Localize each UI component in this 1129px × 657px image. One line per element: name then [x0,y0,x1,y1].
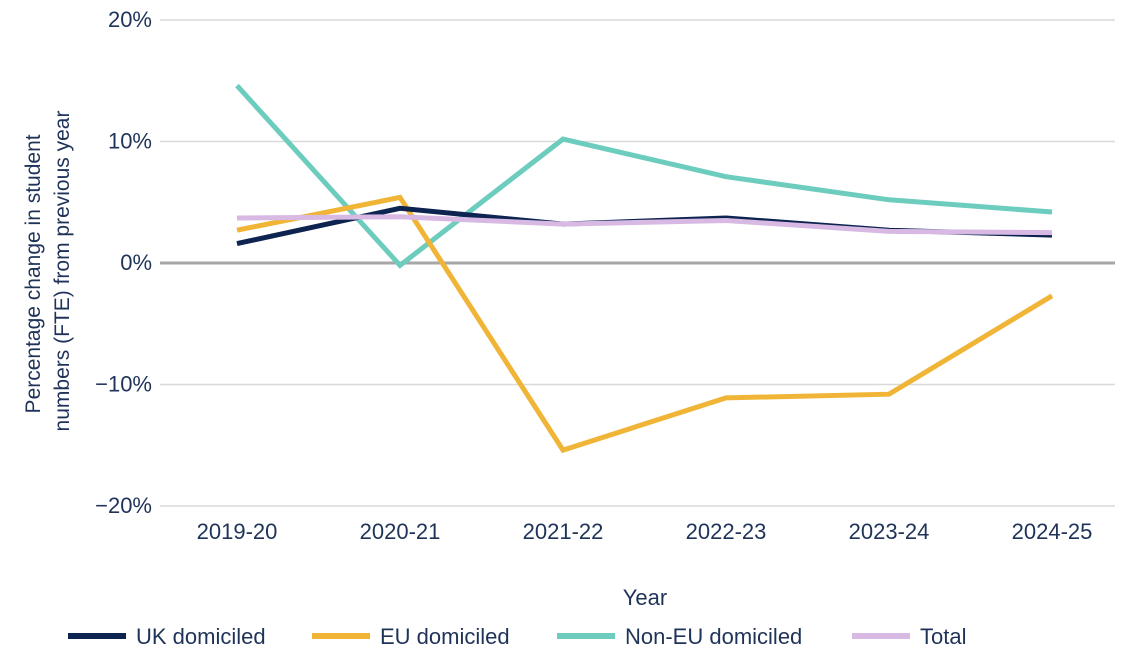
grid-lines [160,19,1115,507]
legend: UK domiciled EU domiciled Non-EU domiciled… [68,624,966,649]
x-tick-label: 2023-24 [849,519,930,544]
x-tick-label: 2021-22 [523,519,604,544]
legend-label-uk-domiciled: UK domiciled [136,624,266,649]
y-axis-tick-labels: 20% 10% 0% −10% −20% [95,7,152,518]
x-tick-label: 2019-20 [197,519,278,544]
legend-label-total: Total [920,624,966,649]
y-axis-title-line-2: numbers (FTE) from previous year [51,111,74,432]
x-tick-label: 2022-23 [686,519,767,544]
y-tick-label: 20% [108,7,152,32]
y-tick-label: 10% [108,129,152,154]
legend-label-non-eu-domiciled: Non-EU domiciled [625,624,802,649]
series-line-eu-domiciled [236,194,1054,454]
legend-label-eu-domiciled: EU domiciled [380,624,510,649]
y-tick-label: −10% [95,372,152,397]
series-line-non-eu-domiciled [235,83,1053,269]
x-axis-title: Year [623,585,667,610]
y-axis-title-line-1: Percentage change in student [22,134,45,413]
x-axis-tick-labels: 2019-20 2020-21 2021-22 2022-23 2023-24 2024-… [197,519,1093,544]
y-axis-title: Percentage change in student numbers (FT… [22,111,74,432]
x-tick-label: 2024-25 [1012,519,1093,544]
x-tick-label: 2020-21 [360,519,441,544]
series-lines [235,83,1054,454]
series-line-uk-domiciled [236,205,1053,247]
y-tick-label: 0% [120,250,152,275]
series-line-total [236,214,1053,236]
y-tick-label: −20% [95,493,152,518]
